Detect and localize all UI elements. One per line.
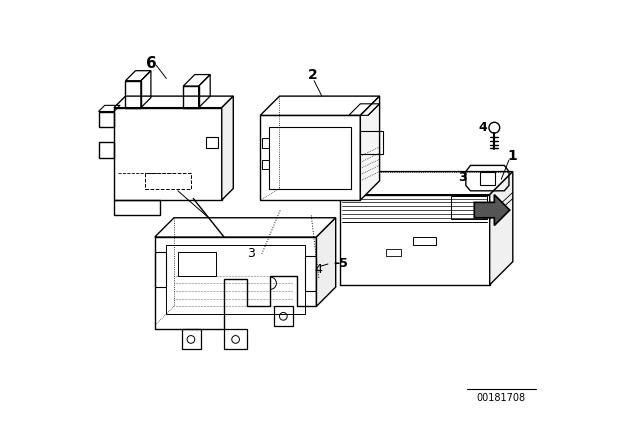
Polygon shape [316, 218, 336, 306]
Text: 4: 4 [315, 263, 323, 276]
Polygon shape [360, 96, 380, 200]
Text: 1: 1 [508, 149, 518, 163]
Polygon shape [114, 108, 221, 200]
Text: 4: 4 [478, 121, 487, 134]
Text: –5: –5 [333, 258, 348, 271]
Polygon shape [260, 116, 360, 200]
Polygon shape [155, 237, 316, 329]
Polygon shape [260, 96, 380, 116]
Polygon shape [474, 195, 509, 225]
Text: 6: 6 [145, 56, 156, 70]
Polygon shape [221, 96, 234, 200]
Polygon shape [114, 96, 234, 108]
Polygon shape [490, 172, 513, 285]
Polygon shape [155, 218, 336, 237]
Polygon shape [269, 127, 351, 189]
Polygon shape [340, 195, 490, 285]
Polygon shape [340, 172, 513, 195]
Text: 00181708: 00181708 [477, 393, 526, 403]
Text: 3: 3 [458, 171, 467, 184]
Text: 3: 3 [247, 247, 255, 260]
Text: 2: 2 [308, 68, 317, 82]
